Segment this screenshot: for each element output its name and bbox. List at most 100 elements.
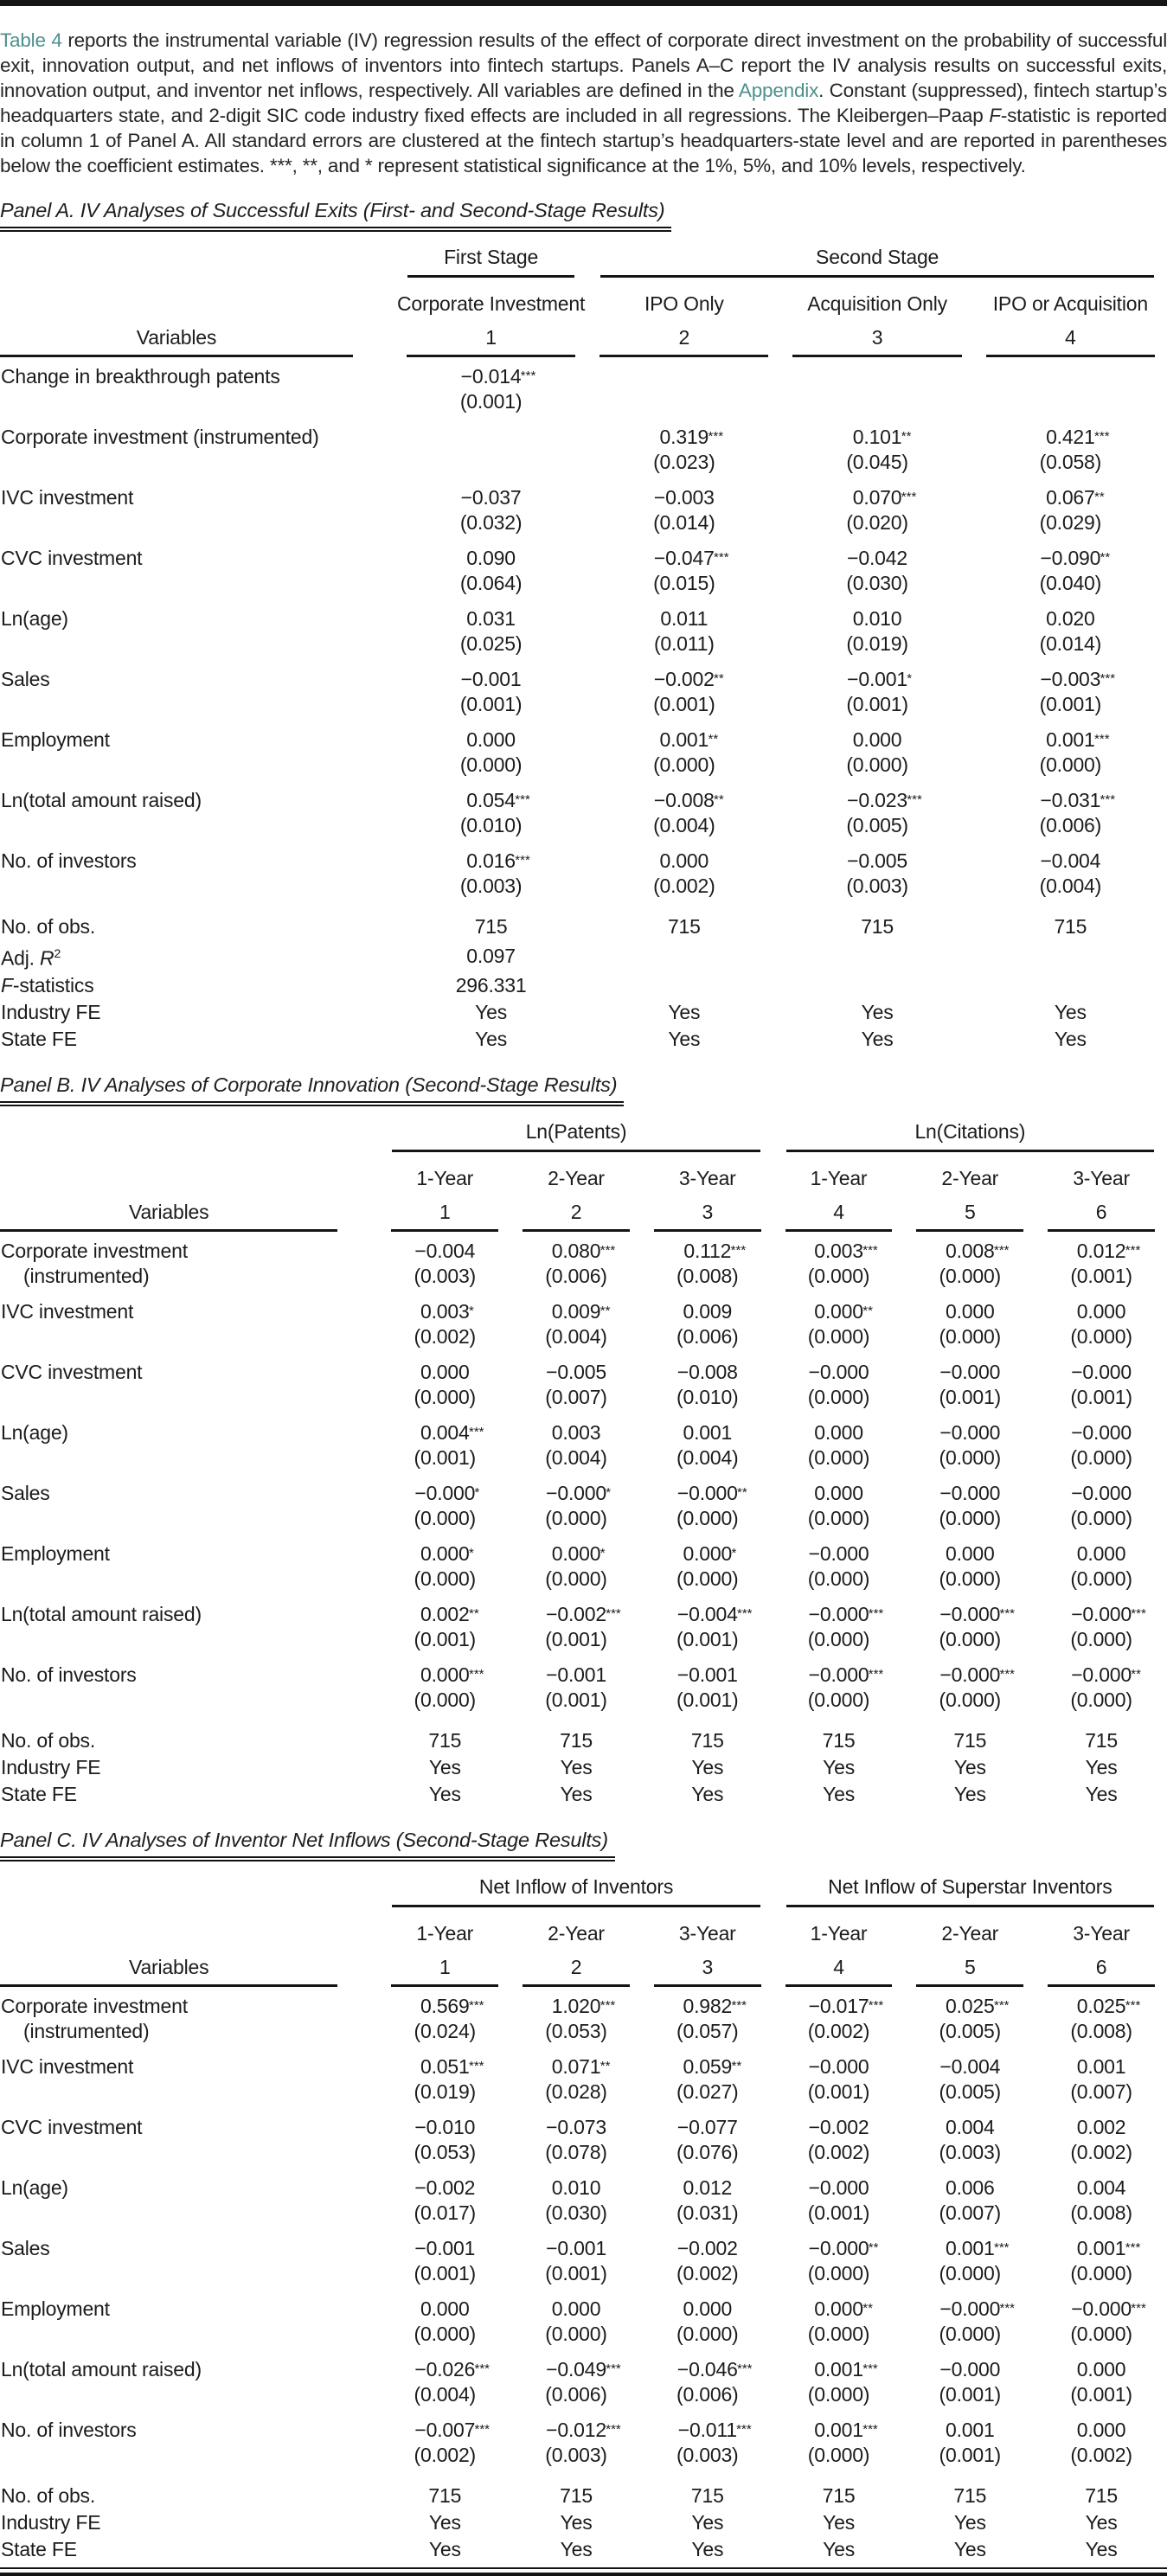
- panels-container: Panel A. IV Analyses of Successful Exits…: [0, 199, 1167, 2563]
- summary-value: 715: [822, 2483, 856, 2507]
- coefficient-cell: 0.982 ***: [642, 1987, 773, 2019]
- coefficient-number: 0.010: [551, 2176, 601, 2199]
- standard-error-cell: (0.003): [780, 874, 973, 902]
- significance-stars: ***: [999, 2300, 1015, 2316]
- coefficient-number: 0.000: [551, 2297, 601, 2320]
- coefficient-value: −0.073: [546, 2116, 606, 2139]
- variable-label-continued: [0, 874, 394, 902]
- standard-error-value: (0.000): [807, 2443, 870, 2466]
- summary-row: No. of obs. 715 715 715 715 715 715: [0, 2471, 1167, 2509]
- coefficient-value: 0.000: [420, 1361, 470, 1384]
- summary-row: Industry FE Yes Yes Yes Yes: [0, 999, 1167, 1026]
- significance-stars: *: [731, 1545, 737, 1560]
- coefficient-number: 0.004: [420, 1420, 470, 1444]
- standard-error-cell: (0.040): [974, 571, 1167, 599]
- summary-label-italic: R: [40, 946, 55, 970]
- coefficient-cell: −0.031 ***: [974, 781, 1167, 813]
- standard-error-cell: (0.002): [773, 2019, 905, 2047]
- caption-link[interactable]: Table 4: [0, 29, 62, 51]
- standard-error-cell: (0.030): [510, 2201, 642, 2229]
- standard-error-value: (0.002): [807, 2140, 870, 2163]
- summary-label-text: Industry FE: [1, 1000, 101, 1023]
- coefficient-cell: −0.090 **: [974, 539, 1167, 571]
- coefficient-value: 0.000: [1077, 1542, 1126, 1566]
- coefficient-number: 0.001: [659, 728, 709, 751]
- coefficient-cell: −0.000 ***: [904, 1595, 1036, 1627]
- coefficient-value: 0.002 **: [420, 1603, 479, 1626]
- variable-label: Ln(age): [1, 1420, 68, 1444]
- standard-error-value: (0.000): [1070, 1324, 1132, 1348]
- standard-error-cell: (0.000): [1036, 1324, 1167, 1353]
- summary-value-cell: Yes: [642, 2536, 773, 2563]
- significance-stars: *: [474, 1484, 480, 1500]
- coefficient-value: 0.001: [946, 2419, 995, 2442]
- standard-error-value: (0.000): [459, 753, 523, 776]
- standard-error-value: (0.000): [1070, 1506, 1132, 1529]
- coefficient-cell: 0.000: [379, 2290, 510, 2322]
- coefficient-value: 0.080 ***: [552, 1240, 616, 1263]
- column-number-label: 6: [1095, 1200, 1107, 1223]
- standard-error-value: (0.001): [939, 2443, 1002, 2466]
- column-number-underline: 6: [1048, 1956, 1155, 1987]
- coefficient-value: 0.421 ***: [1046, 426, 1110, 449]
- coefficient-number: −0.017: [808, 1994, 869, 2017]
- standard-error-value: (0.000): [807, 1324, 870, 1348]
- standard-error-cell: (0.001): [1036, 1264, 1167, 1292]
- coefficient-number: −0.011: [677, 2418, 737, 2441]
- standard-error-value: (0.001): [807, 2079, 870, 2103]
- standard-error-cell: (0.001): [904, 1385, 1036, 1413]
- coefficient-row: Sales −0.001 −0.001 −0.002 −0.000 ** 0.001 *** 0…: [0, 2229, 1167, 2261]
- coefficient-value: 0.001 ***: [814, 2358, 878, 2381]
- coefficient-number: −0.002: [653, 668, 715, 690]
- group-label: Second Stage: [816, 246, 939, 268]
- coefficient-cell: −0.001: [642, 1656, 773, 1688]
- summary-value: Yes: [475, 1000, 508, 1023]
- empty-cell: [0, 1106, 379, 1152]
- coefficient-value: 0.001 ***: [946, 2237, 1010, 2260]
- coefficient-number: 0.001: [1076, 2236, 1126, 2259]
- coefficient-cell: −0.004: [379, 1232, 510, 1264]
- coefficient-value: 0.569 ***: [420, 1995, 484, 2018]
- coefficient-value: 0.059 **: [683, 2055, 742, 2079]
- standard-error-cell: (0.000): [904, 2261, 1036, 2290]
- coefficient-cell: 0.070 ***: [780, 478, 973, 510]
- coefficient-value: 0.000: [1077, 2358, 1126, 2381]
- significance-stars: ***: [1100, 671, 1116, 686]
- coefficient-value: −0.004: [1040, 849, 1100, 873]
- standard-error-value: (0.007): [545, 1385, 607, 1408]
- column-number-underline: 4: [785, 1201, 893, 1232]
- summary-value-cell: [587, 972, 780, 999]
- standard-error-value: (0.000): [1039, 753, 1102, 776]
- standard-error-row: (0.032) (0.014) (0.020) (0.029): [0, 510, 1167, 539]
- coefficient-number: −0.003: [653, 486, 715, 509]
- column-number-underline: 3: [792, 326, 962, 357]
- coefficient-cell: 0.000: [1036, 1535, 1167, 1567]
- coefficient-number: 0.000: [1076, 1299, 1126, 1323]
- column-number: 1: [379, 1945, 510, 1987]
- coefficient-number: 0.000: [946, 1299, 995, 1323]
- table-caption: Table 4 reports the instrumental variabl…: [0, 28, 1167, 178]
- caption-link[interactable]: Appendix: [738, 80, 819, 101]
- standard-error-value: (0.000): [939, 1445, 1002, 1469]
- column-number-label: 4: [833, 1200, 844, 1223]
- coefficient-cell: −0.000: [904, 1474, 1036, 1506]
- coefficient-row: No. of investors 0.000 *** −0.001 −0.001 −0.0…: [0, 1656, 1167, 1688]
- group-label: Ln(Citations): [914, 1119, 1026, 1143]
- group-header-row: First Stage Second Stage: [0, 232, 1167, 278]
- significance-stars: ***: [600, 1997, 616, 2013]
- variable-label: Corporate investment: [1, 1239, 188, 1262]
- standard-error-cell: (0.003): [379, 1264, 510, 1292]
- column-header-label: 1-Year: [416, 1921, 474, 1945]
- coefficient-cell: 0.025 ***: [904, 1987, 1036, 2019]
- coefficient-number: 0.025: [946, 1994, 995, 2017]
- summary-label: No. of obs.: [0, 1716, 379, 1754]
- standard-error-value: (0.000): [414, 1385, 477, 1408]
- column-number-label: 5: [965, 1955, 976, 1978]
- summary-row: Industry FE Yes Yes Yes Yes Yes Yes: [0, 2509, 1167, 2536]
- coefficient-cell: 0.000: [510, 2290, 642, 2322]
- summary-value-cell: 715: [904, 1716, 1036, 1754]
- summary-row: Adj. R2 0.097: [0, 940, 1167, 972]
- summary-row: State FE Yes Yes Yes Yes Yes Yes: [0, 2536, 1167, 2563]
- coefficient-number: 0.009: [551, 1299, 601, 1323]
- coefficient-cell: −0.000: [904, 1353, 1036, 1385]
